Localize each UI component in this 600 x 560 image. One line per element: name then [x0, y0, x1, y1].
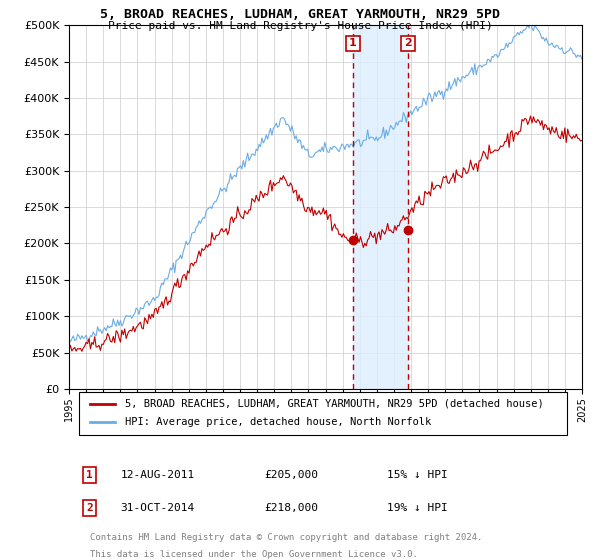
Text: Price paid vs. HM Land Registry's House Price Index (HPI): Price paid vs. HM Land Registry's House … [107, 21, 493, 31]
Text: 5, BROAD REACHES, LUDHAM, GREAT YARMOUTH, NR29 5PD (detached house): 5, BROAD REACHES, LUDHAM, GREAT YARMOUTH… [125, 399, 544, 409]
Text: HPI: Average price, detached house, North Norfolk: HPI: Average price, detached house, Nort… [125, 417, 431, 427]
Bar [353, 25, 408, 389]
Text: Contains HM Land Registry data © Crown copyright and database right 2024.: Contains HM Land Registry data © Crown c… [89, 533, 482, 543]
Text: 15% ↓ HPI: 15% ↓ HPI [387, 470, 448, 480]
Text: 2: 2 [404, 39, 412, 48]
Text: 2: 2 [86, 503, 93, 513]
Text: £218,000: £218,000 [264, 503, 318, 513]
Text: 31-OCT-2014: 31-OCT-2014 [121, 503, 194, 513]
FancyBboxPatch shape [79, 393, 566, 435]
Text: 19% ↓ HPI: 19% ↓ HPI [387, 503, 448, 513]
Text: £205,000: £205,000 [264, 470, 318, 480]
Text: 1: 1 [349, 39, 357, 48]
Text: 5, BROAD REACHES, LUDHAM, GREAT YARMOUTH, NR29 5PD: 5, BROAD REACHES, LUDHAM, GREAT YARMOUTH… [100, 8, 500, 21]
Text: 1: 1 [86, 470, 93, 480]
Text: 12-AUG-2011: 12-AUG-2011 [121, 470, 194, 480]
Text: This data is licensed under the Open Government Licence v3.0.: This data is licensed under the Open Gov… [89, 550, 418, 559]
